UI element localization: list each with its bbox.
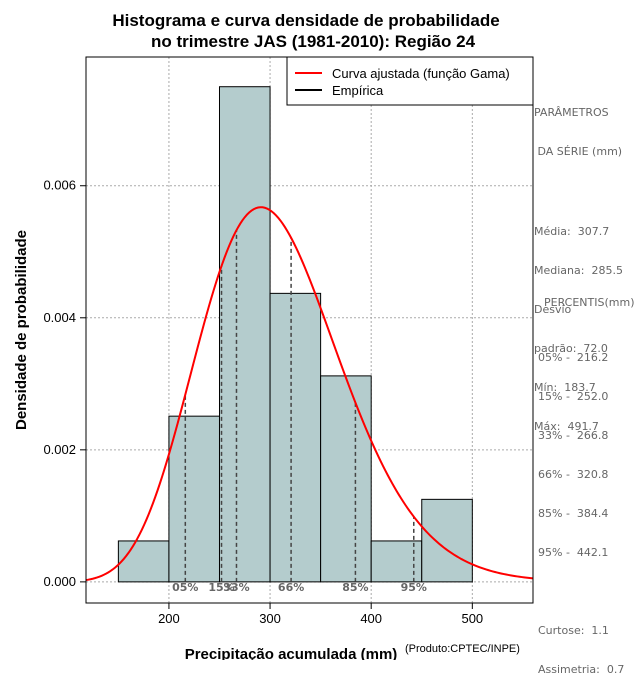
x-axis-label: Precipitação acumulada (mm) <box>185 646 398 660</box>
percentile-label-1: 05% <box>172 581 198 594</box>
gamma-fit-curve <box>85 206 534 582</box>
stat-desvio-line1: Desvio <box>534 303 572 316</box>
params-subtitle: DA SÉRIE (mm) <box>534 145 623 158</box>
histogram-bar-7 <box>421 498 473 583</box>
legend: Curva ajustada (função Gama) Empírica <box>286 56 534 106</box>
stat-min: Mín: 183.7 <box>534 381 596 394</box>
percentile-label-4: 66% <box>278 581 304 594</box>
perc-66: 66% - 320.8 <box>538 468 609 481</box>
legend-label-empirical: Empírica <box>332 83 384 98</box>
y-axis-label: Densidade de probabilidade <box>13 230 30 430</box>
axes: 200 300 400 500 0.000 0.002 0.004 0.006 <box>43 178 483 626</box>
legend-label-gamma: Curva ajustada (função Gama) <box>332 66 510 81</box>
percentis-title: PERCENTIS(mm) <box>544 296 635 309</box>
legend-box <box>286 56 534 106</box>
percentile-label-6: 95% <box>401 581 427 594</box>
stat-curtose: Curtose: 1.1 <box>538 624 609 637</box>
percentile-label-3: 33% <box>223 581 249 594</box>
y-tick-label-1: 0.002 <box>43 442 76 457</box>
perc-05: 05% - 216.2 <box>538 351 609 364</box>
params-title: PARÂMETROS <box>534 106 609 119</box>
histogram-bar-6 <box>370 540 423 583</box>
chart-title-line1: Histograma e curva densidade de probabil… <box>112 11 499 30</box>
histogram-bar-3 <box>218 86 271 583</box>
stat-desvio-line2: padrão: 72.0 <box>534 342 608 355</box>
histogram-bar-5 <box>320 375 372 583</box>
histogram-chart: Histograma e curva densidade de probabil… <box>13 11 534 660</box>
stat-assimetria: Assimetria: 0.7 <box>538 663 625 676</box>
chart-title-line2: no trimestre JAS (1981-2010): Região 24 <box>151 32 476 51</box>
perc-15: 15% - 252.0 <box>538 390 609 403</box>
credit-text: (Produto:CPTEC/INPE) <box>405 643 520 655</box>
x-tick-label-200: 200 <box>158 611 180 626</box>
stat-max: Máx: 491.7 <box>534 420 599 433</box>
y-tick-label-3: 0.006 <box>43 178 76 193</box>
y-tick-label-0: 0.000 <box>43 574 76 589</box>
params-panel: PARÂMETROS DA SÉRIE (mm) Média: 307.7 Me… <box>534 80 623 446</box>
stat-media: Média: 307.7 <box>534 225 610 238</box>
x-tick-label-300: 300 <box>259 611 281 626</box>
x-tick-label-500: 500 <box>461 611 483 626</box>
histogram-bar-2 <box>168 415 220 583</box>
percentile-lines: 05% 15%33% 66% 85% 95% <box>172 230 427 594</box>
histogram-bar-1 <box>117 540 170 583</box>
percentile-label-2: 15% <box>208 581 234 594</box>
x-tick-label-400: 400 <box>360 611 382 626</box>
perc-95: 95% - 442.1 <box>538 546 609 559</box>
histogram-bars <box>117 86 473 583</box>
perc-85: 85% - 384.4 <box>538 507 609 520</box>
stat-mediana: Mediana: 285.5 <box>534 264 623 277</box>
y-tick-label-2: 0.004 <box>43 310 76 325</box>
percentis-panel: 05% - 216.2 15% - 252.0 33% - 266.8 66% … <box>538 325 624 689</box>
perc-33: 33% - 266.8 <box>538 429 609 442</box>
histogram-bar-4 <box>269 292 322 583</box>
percentile-label-5: 85% <box>342 581 368 594</box>
